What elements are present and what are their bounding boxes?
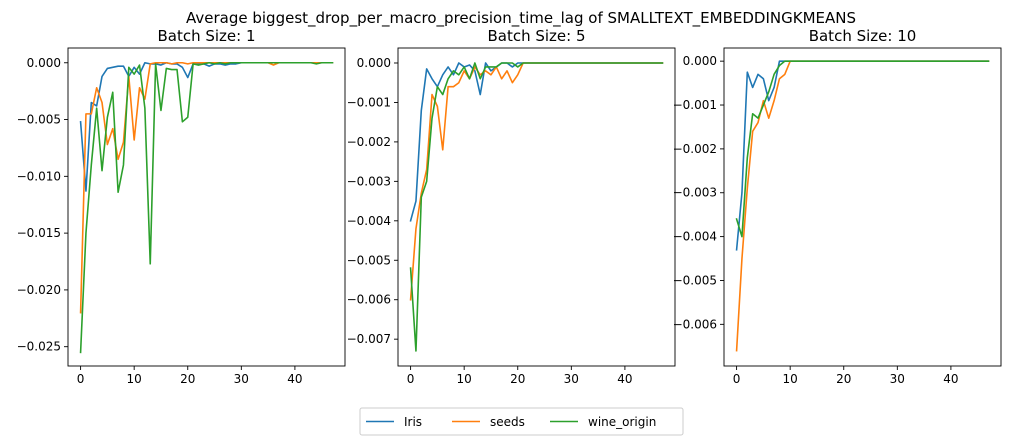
x-tick-label: 10 xyxy=(783,372,798,386)
axes-frame xyxy=(397,47,676,367)
x-tick-label: 40 xyxy=(617,372,632,386)
x-tick-label: 40 xyxy=(287,372,302,386)
y-tick-label: 0.000 xyxy=(683,54,717,68)
figure-suptitle: Average biggest_drop_per_macro_precision… xyxy=(186,9,856,28)
legend-label: seeds xyxy=(490,415,525,429)
y-tick-label: 0.000 xyxy=(357,56,391,70)
y-tick-label: −0.004 xyxy=(673,230,717,244)
legend-entry-iris: Iris xyxy=(366,415,422,429)
series-lines xyxy=(735,60,990,352)
series-line-wine-origin xyxy=(409,62,664,352)
series-lines xyxy=(79,61,334,354)
subplot-3: Batch Size: 10 0 10 20 30 40 −0.006 −0.005 −0.00… xyxy=(673,27,1002,386)
series-lines xyxy=(409,62,664,352)
y-tick-label: −0.007 xyxy=(347,332,391,346)
y-tick-label: −0.001 xyxy=(673,98,717,112)
legend-entry-wine-origin: wine_origin xyxy=(550,415,656,429)
y-tick-label: −0.005 xyxy=(673,273,717,287)
y-tick-label: −0.003 xyxy=(673,186,717,200)
legend-entry-seeds: seeds xyxy=(452,415,525,429)
subplot-1: Batch Size: 1 0 10 20 30 40 −0.025 −0.020 −0.015… xyxy=(17,27,346,386)
legend-frame xyxy=(359,407,684,436)
x-tick-label: 10 xyxy=(457,372,472,386)
y-tick-label: 0.000 xyxy=(27,56,61,70)
x-tick-label: 40 xyxy=(943,372,958,386)
y-tick-label: −0.002 xyxy=(347,135,391,149)
legend: Iris seeds wine_origin xyxy=(359,407,684,436)
y-tick-label: −0.005 xyxy=(347,253,391,267)
y-tick-label: −0.001 xyxy=(347,95,391,109)
x-tick-label: 0 xyxy=(733,372,741,386)
x-tick-label: 20 xyxy=(180,372,195,386)
x-tick-label: 20 xyxy=(510,372,525,386)
x-tick-label: 20 xyxy=(836,372,851,386)
y-tick-label: −0.015 xyxy=(17,226,61,240)
subplot-title: Batch Size: 5 xyxy=(487,27,585,45)
legend-label: wine_origin xyxy=(588,415,656,429)
subplot-title: Batch Size: 1 xyxy=(157,27,255,45)
chart-panels: Batch Size: 10 10 20 30 40−0.025−0.020−0.015… xyxy=(17,27,1002,386)
y-tick-label: −0.010 xyxy=(17,169,61,183)
y-tick-label: −0.004 xyxy=(347,214,391,228)
x-tick-label: 0 xyxy=(407,372,415,386)
legend-label: Iris xyxy=(404,415,422,429)
y-tick-label: −0.006 xyxy=(673,317,717,331)
y-tick-label: −0.025 xyxy=(17,340,61,354)
y-tick-label: −0.003 xyxy=(347,174,391,188)
y-tick-label: −0.002 xyxy=(673,142,717,156)
y-tick-label: −0.006 xyxy=(347,293,391,307)
subplot-title: Batch Size: 10 xyxy=(809,27,917,45)
series-line-wine-origin xyxy=(79,61,334,354)
x-tick-label: 0 xyxy=(77,372,85,386)
x-tick-label: 30 xyxy=(890,372,905,386)
y-tick-label: −0.020 xyxy=(17,283,61,297)
x-tick-label: 10 xyxy=(127,372,142,386)
axes-frame xyxy=(723,47,1002,367)
axes-frame xyxy=(67,47,346,367)
y-tick-label: −0.005 xyxy=(17,113,61,127)
x-tick-label: 30 xyxy=(234,372,249,386)
series-line-wine-origin xyxy=(735,60,990,238)
subplot-2: Batch Size: 5 0 10 20 30 40 −0.007 −0.006 −0.005… xyxy=(347,27,676,386)
x-tick-label: 30 xyxy=(564,372,579,386)
